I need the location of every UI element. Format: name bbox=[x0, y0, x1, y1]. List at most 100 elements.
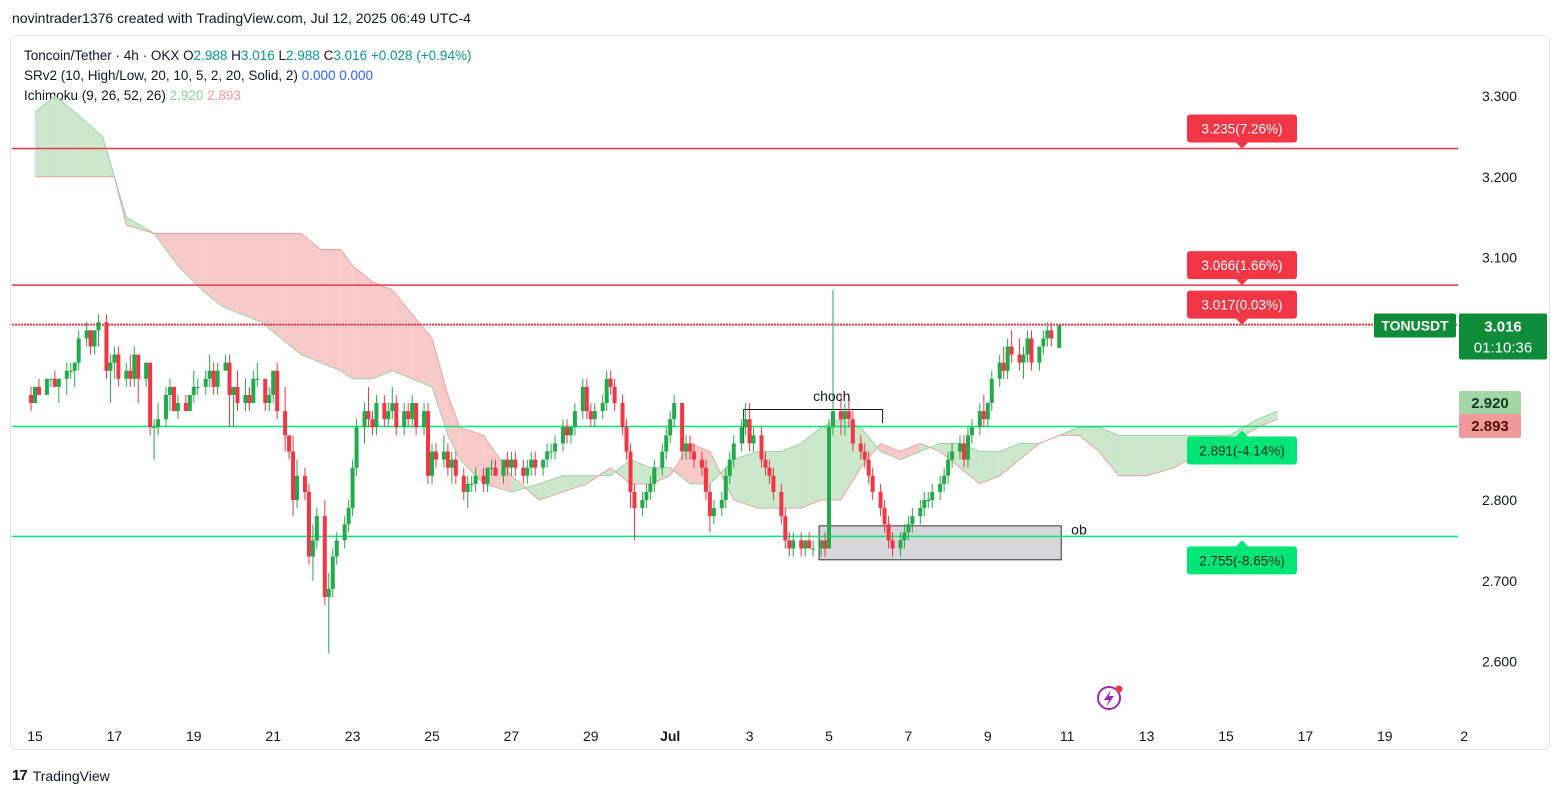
candle-body[interactable] bbox=[842, 411, 847, 420]
candle-body[interactable] bbox=[302, 475, 307, 492]
candle-body[interactable] bbox=[52, 378, 57, 387]
candle-body[interactable] bbox=[977, 411, 982, 428]
candle-body[interactable] bbox=[719, 500, 724, 509]
candle-body[interactable] bbox=[819, 540, 824, 549]
candle-body[interactable] bbox=[767, 467, 772, 476]
candle-body[interactable] bbox=[164, 394, 169, 420]
candle-body[interactable] bbox=[703, 467, 708, 492]
candle-body[interactable] bbox=[116, 354, 121, 379]
candle-body[interactable] bbox=[950, 451, 955, 460]
candle-body[interactable] bbox=[838, 411, 843, 420]
candle-body[interactable] bbox=[668, 419, 673, 436]
candle-body[interactable] bbox=[771, 475, 776, 492]
srv2-indicator-name[interactable]: SRv2 (10, High/Low, 20, 10, 5, 2, 20, So… bbox=[24, 68, 298, 83]
candle-body[interactable] bbox=[513, 459, 518, 468]
candle-body[interactable] bbox=[707, 491, 712, 517]
candle-body[interactable] bbox=[247, 394, 252, 404]
candle-body[interactable] bbox=[68, 370, 73, 372]
candle-body[interactable] bbox=[207, 370, 212, 379]
current-price-tag[interactable] bbox=[1459, 313, 1547, 360]
candle-body[interactable] bbox=[56, 378, 61, 387]
candle-body[interactable] bbox=[334, 540, 339, 557]
candle-body[interactable] bbox=[191, 386, 196, 395]
candle-body[interactable] bbox=[330, 556, 335, 589]
chart-frame[interactable] bbox=[10, 35, 1550, 750]
candle-body[interactable] bbox=[406, 411, 411, 420]
candle-body[interactable] bbox=[326, 588, 331, 597]
candle-body[interactable] bbox=[684, 443, 689, 452]
candle-body[interactable] bbox=[564, 427, 569, 436]
candle-body[interactable] bbox=[965, 435, 970, 460]
candle-body[interactable] bbox=[882, 508, 887, 525]
candle-body[interactable] bbox=[787, 540, 792, 549]
candle-body[interactable] bbox=[525, 467, 530, 476]
candle-body[interactable] bbox=[938, 483, 943, 492]
candle-body[interactable] bbox=[211, 370, 216, 387]
candle-body[interactable] bbox=[608, 378, 613, 387]
candle-body[interactable] bbox=[227, 362, 232, 395]
candle-body[interactable] bbox=[1021, 354, 1026, 363]
candle-body[interactable] bbox=[473, 475, 478, 484]
level-label-box[interactable] bbox=[1187, 436, 1297, 465]
candle-body[interactable] bbox=[930, 491, 935, 500]
candle-body[interactable] bbox=[561, 427, 566, 444]
candle-body[interactable] bbox=[680, 403, 685, 452]
candle-body[interactable] bbox=[414, 403, 419, 428]
candle-body[interactable] bbox=[283, 411, 288, 436]
candle-body[interactable] bbox=[310, 540, 315, 557]
srv2-legend-row[interactable]: SRv2 (10, High/Low, 20, 10, 5, 2, 20, So… bbox=[24, 66, 471, 86]
candle-body[interactable] bbox=[314, 516, 319, 541]
candle-body[interactable] bbox=[549, 451, 554, 453]
candle-body[interactable] bbox=[104, 322, 109, 371]
candle-body[interactable] bbox=[175, 403, 180, 412]
candle-body[interactable] bbox=[445, 451, 450, 468]
candle-body[interactable] bbox=[136, 354, 141, 379]
candle-body[interactable] bbox=[922, 500, 927, 509]
candle-body[interactable] bbox=[493, 467, 498, 476]
candle-body[interactable] bbox=[862, 451, 867, 460]
candle-body[interactable] bbox=[390, 403, 395, 412]
symbol-legend-row[interactable]: Toncoin/Tether · 4h · OKX O2.988 H3.016 … bbox=[24, 46, 471, 66]
candle-body[interactable] bbox=[791, 540, 796, 549]
candle-body[interactable] bbox=[620, 403, 625, 428]
candle-body[interactable] bbox=[600, 403, 605, 412]
candle-body[interactable] bbox=[902, 532, 907, 541]
candle-body[interactable] bbox=[644, 491, 649, 500]
candle-body[interactable] bbox=[92, 330, 97, 347]
candle-body[interactable] bbox=[783, 516, 788, 541]
candle-body[interactable] bbox=[1009, 346, 1014, 355]
candle-body[interactable] bbox=[969, 427, 974, 436]
candle-body[interactable] bbox=[858, 443, 863, 452]
candle-body[interactable] bbox=[72, 362, 77, 371]
candle-body[interactable] bbox=[128, 370, 133, 379]
candle-body[interactable] bbox=[1025, 338, 1030, 355]
ichimoku-value-tag[interactable] bbox=[1459, 413, 1521, 438]
candle-body[interactable] bbox=[541, 459, 546, 468]
candle-body[interactable] bbox=[580, 386, 585, 412]
candle-body[interactable] bbox=[465, 483, 470, 492]
candle-body[interactable] bbox=[759, 435, 764, 460]
candle-body[interactable] bbox=[267, 394, 272, 404]
candle-body[interactable] bbox=[870, 475, 875, 492]
candle-body[interactable] bbox=[545, 451, 550, 460]
candle-body[interactable] bbox=[29, 394, 34, 404]
candle-body[interactable] bbox=[231, 386, 236, 395]
candle-body[interactable] bbox=[652, 467, 657, 484]
candle-body[interactable] bbox=[48, 378, 53, 380]
candle-body[interactable] bbox=[394, 403, 399, 428]
candle-body[interactable] bbox=[1049, 330, 1054, 339]
candle-body[interactable] bbox=[727, 459, 732, 476]
candle-body[interactable] bbox=[1041, 338, 1046, 347]
candle-body[interactable] bbox=[362, 411, 367, 428]
candle-body[interactable] bbox=[144, 362, 149, 379]
candle-body[interactable] bbox=[866, 459, 871, 476]
candle-body[interactable] bbox=[183, 403, 188, 412]
candle-body[interactable] bbox=[402, 411, 407, 428]
candle-body[interactable] bbox=[711, 508, 716, 517]
candle-body[interactable] bbox=[386, 411, 391, 420]
candle-body[interactable] bbox=[958, 443, 963, 452]
candle-body[interactable] bbox=[422, 411, 427, 428]
candle-body[interactable] bbox=[699, 459, 704, 468]
candle-body[interactable] bbox=[529, 459, 534, 468]
